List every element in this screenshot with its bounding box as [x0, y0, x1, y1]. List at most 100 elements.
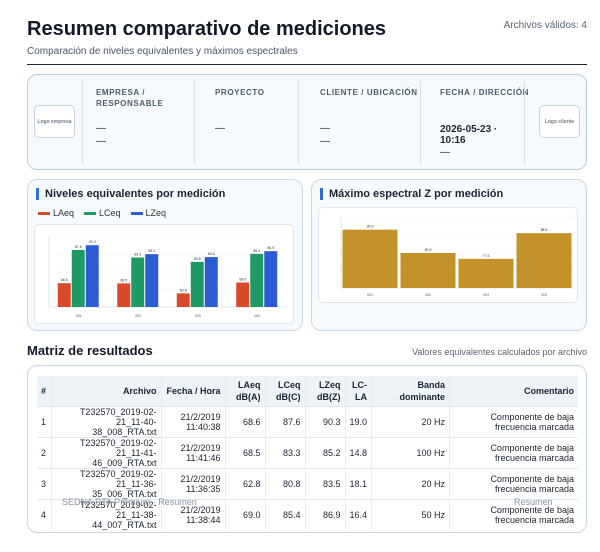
cell-lceq: 85.4 — [264, 498, 305, 530]
bar-value-label: 83.3 — [134, 252, 141, 256]
x-tick-label: 003 — [483, 293, 489, 297]
field-client-label: CLIENTE / UBICACIÓN — [320, 88, 418, 97]
bar-value-label: 68.6 — [61, 278, 68, 282]
cell-comment: Componente de baja frecuencia marcada — [449, 405, 578, 437]
column-divider — [298, 81, 299, 165]
legend-laeq-label: LAeq — [53, 208, 75, 218]
cell-laeq: 68.6 — [224, 405, 265, 437]
field-date-label: FECHA / DIRECCIÓN — [440, 88, 530, 97]
cell-comment: Componente de baja frecuencia marcada — [449, 467, 578, 499]
col-header-index: # — [37, 376, 51, 406]
legend-lceq-label: LCeq — [99, 208, 121, 218]
bar-value-label: 85.2 — [148, 249, 155, 253]
column-divider — [420, 81, 421, 165]
bar-value-label: 90.0 — [367, 225, 374, 229]
cell-index: 3 — [37, 467, 51, 499]
legend-lzeq-label: LZeq — [145, 208, 167, 218]
x-tick-label: 004 — [541, 293, 547, 297]
cell-dominant-band: 100 Hz — [371, 436, 450, 468]
field-project: PROYECTO — [215, 87, 305, 98]
table-row: 4 T232570_2019-02-21_11-38-44_007_RTA.txt… — [37, 498, 578, 530]
bar-value-label: 80.0 — [425, 248, 432, 252]
page-title: Resumen comparativo de mediciones — [27, 18, 387, 40]
bar-max-z — [458, 258, 514, 288]
levels-chart-legend: LAeq LCeq LZeq — [38, 208, 166, 218]
cell-laeq: 69.0 — [224, 498, 265, 530]
col-header-comment: Comentario — [449, 376, 578, 406]
bar-value-label: 85.4 — [253, 249, 260, 253]
column-divider — [194, 81, 195, 165]
x-tick-label: 001 — [367, 293, 373, 297]
column-divider — [524, 81, 525, 165]
bar-value-label: 86.9 — [267, 246, 274, 250]
bar-lceq — [71, 249, 85, 307]
max-spectral-chart-title: Máximo espectral Z por medición — [320, 188, 503, 200]
cell-lceq: 80.8 — [264, 467, 305, 499]
bar-laeq — [236, 282, 250, 307]
table-row: 1 T232570_2019-02-21_11-40-38_008_RTA.txt… — [37, 405, 578, 437]
cell-datetime: 21/2/2019 11:36:35 — [160, 467, 225, 499]
footer-app-name: SEDNA RTA Premium · Resumen — [62, 497, 197, 507]
cell-comment: Componente de baja frecuencia marcada — [449, 498, 578, 530]
results-section-title: Matriz de resultados — [27, 343, 153, 358]
cell-index: 4 — [37, 498, 51, 530]
cell-lzeq: 90.3 — [304, 405, 345, 437]
field-date-value: 2026-05-23 · 10:16 — [440, 124, 498, 146]
table-row: 2 T232570_2019-02-21_11-41-46_009_RTA.txt… — [37, 436, 578, 468]
col-header-dominant-band: Banda dominante — [371, 376, 450, 406]
field-date: FECHA / DIRECCIÓN — [440, 87, 530, 98]
cell-datetime: 21/2/2019 11:40:38 — [160, 405, 225, 437]
cell-laeq: 62.8 — [224, 467, 265, 499]
cell-comment: Componente de baja frecuencia marcada — [449, 436, 578, 468]
field-company-value: — — [96, 123, 106, 134]
results-section-note: Valores equivalentes calculados por arch… — [412, 347, 587, 357]
col-header-lceq: LCeq dB(C) — [264, 376, 305, 406]
cell-lc-la: 19.0 — [344, 405, 372, 437]
field-responsible-value: — — [96, 136, 106, 147]
x-tick-label: 002 — [425, 293, 431, 297]
x-tick-label: 003 — [195, 314, 201, 318]
bar-value-label: 80.8 — [194, 257, 201, 261]
max-spectral-chart-card: Máximo espectral Z por medición 90.0 001 8… — [311, 179, 587, 331]
levels-plot-area: 68.6 87.6 90.3 001 68.5 83.3 85.2 002 62.8 80.8 83… — [34, 224, 294, 324]
bar-value-label: 62.8 — [180, 288, 187, 292]
header-divider — [27, 64, 587, 65]
field-client-value: — — [320, 123, 330, 134]
x-tick-label: 002 — [135, 314, 141, 318]
bar-value-label: 68.5 — [120, 278, 127, 282]
col-header-file: Archivo — [50, 376, 161, 406]
cell-dominant-band: 20 Hz — [371, 405, 450, 437]
legend-lzeq-swatch — [130, 211, 143, 215]
field-company: EMPRESA / RESPONSABLE — [96, 87, 196, 109]
legend-laeq: LAeq — [38, 208, 74, 218]
bar-value-label: 77.5 — [483, 254, 490, 258]
legend-laeq-swatch — [38, 211, 50, 215]
field-client: CLIENTE / UBICACIÓN — [320, 87, 420, 98]
field-project-label: PROYECTO — [215, 88, 265, 97]
footer-section-name: Resumen — [514, 497, 553, 507]
max-spectral-bar-chart: 90.0 001 80.0 002 77.5 003 88.5 004 — [340, 217, 573, 297]
bar-value-label: 69.0 — [239, 278, 246, 282]
cell-datetime: 21/2/2019 11:41:46 — [160, 436, 225, 468]
bar-max-z — [342, 229, 398, 288]
cell-dominant-band: 20 Hz — [371, 467, 450, 499]
field-company-label: EMPRESA / RESPONSABLE — [96, 88, 164, 108]
legend-lzeq: LZeq — [130, 208, 167, 218]
cell-lc-la: 14.8 — [344, 436, 372, 468]
col-header-datetime: Fecha / Hora — [160, 376, 225, 406]
x-tick-label: 001 — [76, 314, 82, 318]
cell-lceq: 83.3 — [264, 436, 305, 468]
bar-laeq — [176, 293, 190, 307]
bar-lceq — [131, 257, 145, 307]
x-tick-label: 004 — [254, 314, 260, 318]
results-table: # Archivo Fecha / Hora LAeq dB(A) LCeq d… — [37, 376, 578, 530]
cell-index: 2 — [37, 436, 51, 468]
max-spectral-plot-area: 90.0 001 80.0 002 77.5 003 88.5 004 — [318, 207, 578, 303]
bar-max-z — [516, 233, 572, 288]
field-location-value: — — [320, 136, 330, 147]
bar-max-z — [400, 253, 456, 288]
cell-lzeq: 85.2 — [304, 436, 345, 468]
page-subtitle: Comparación de niveles equivalentes y má… — [27, 46, 298, 57]
bar-lzeq — [145, 254, 159, 307]
cell-laeq: 68.5 — [224, 436, 265, 468]
